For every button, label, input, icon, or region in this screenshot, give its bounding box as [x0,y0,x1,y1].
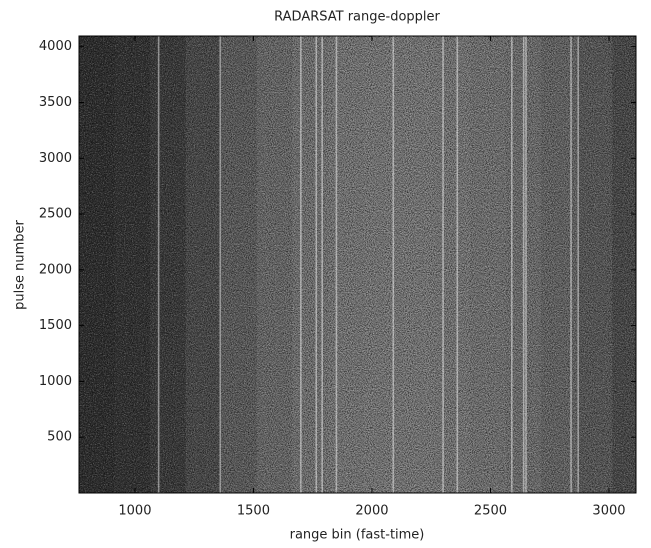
y-tick-label: 500 [47,430,72,445]
x-tick-label: 1000 [118,504,151,519]
axes: 1000 1500 2000 2500 3000 500 1000 1500 2000 2500 3… [39,35,637,519]
x-tick-label: 1500 [237,504,270,519]
x-axis-label: range bin (fast-time) [290,528,425,543]
y-tick-label: 1000 [39,374,72,389]
image [79,36,636,493]
x-tick-label: 3000 [592,504,625,519]
chart-title: RADARSAT range-doppler [274,10,440,25]
plot-frame [78,35,637,494]
y-axis-label: pulse number [13,219,28,309]
y-tick-label: 3500 [39,95,72,110]
y-tick-label: 2000 [39,262,72,277]
speckle-bright [79,36,636,493]
x-tick-label: 2500 [474,504,507,519]
x-tick-label: 2000 [355,504,388,519]
y-tick-label: 4000 [39,39,72,54]
y-tick-label: 2500 [39,207,72,222]
y-tick-label: 3000 [39,151,72,166]
y-tick-label: 1500 [39,318,72,333]
